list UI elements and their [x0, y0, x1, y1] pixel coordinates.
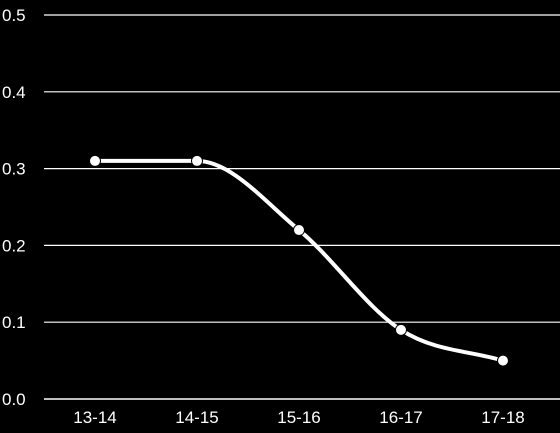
- x-tick-label: 17-18: [481, 408, 524, 427]
- data-point-14-15: [191, 154, 203, 167]
- series-layer: [89, 154, 509, 367]
- gridlines: [44, 14, 560, 400]
- data-point-17-18: [497, 354, 509, 367]
- y-tick-label: 0.3: [2, 160, 26, 179]
- y-tick-label: 0.0: [2, 390, 26, 409]
- y-tick-label: 0.5: [2, 6, 26, 25]
- data-point-15-16: [293, 224, 305, 237]
- data-point-13-14: [89, 154, 101, 167]
- x-axis-tick-labels: 13-14 14-15 15-16 16-17 17-18: [73, 408, 524, 427]
- series-line-0: [93, 158, 505, 363]
- y-tick-label: 0.4: [2, 83, 26, 102]
- data-point-16-17: [395, 323, 407, 336]
- y-tick-label: 0.2: [2, 236, 26, 255]
- x-tick-label: 13-14: [73, 408, 116, 427]
- x-tick-label: 16-17: [379, 408, 422, 427]
- y-axis-tick-labels: 0.0 0.1 0.2 0.3 0.4 0.5: [2, 6, 26, 409]
- x-tick-label: 14-15: [175, 408, 218, 427]
- x-tick-label: 15-16: [277, 408, 320, 427]
- y-tick-label: 0.1: [2, 313, 26, 332]
